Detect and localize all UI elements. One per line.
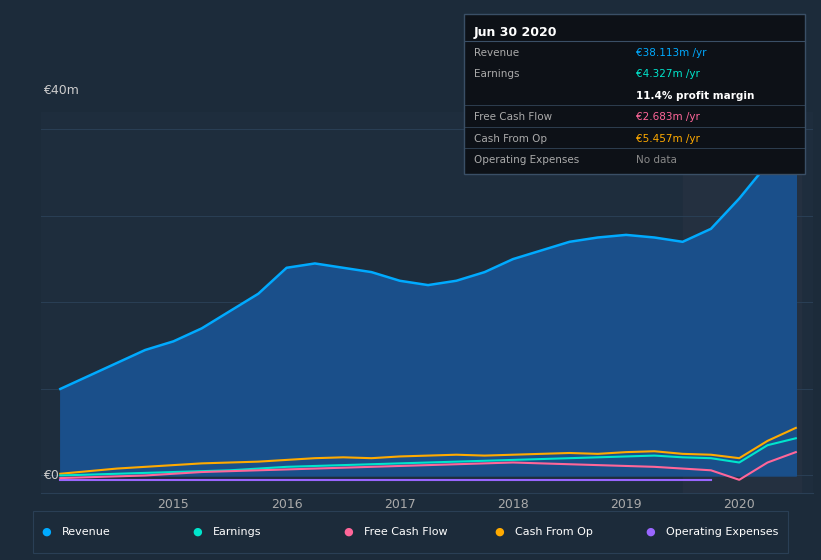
Text: Revenue: Revenue xyxy=(62,527,110,537)
Text: Operating Expenses: Operating Expenses xyxy=(666,527,778,537)
Text: €5.457m /yr: €5.457m /yr xyxy=(636,133,700,143)
Text: Earnings: Earnings xyxy=(213,527,261,537)
Text: Cash From Op: Cash From Op xyxy=(474,133,547,143)
Text: €38.113m /yr: €38.113m /yr xyxy=(636,48,707,58)
Text: Jun 30 2020: Jun 30 2020 xyxy=(474,26,557,39)
Text: ●: ● xyxy=(41,527,51,537)
Text: Earnings: Earnings xyxy=(474,69,519,79)
Text: ●: ● xyxy=(343,527,353,537)
Text: Free Cash Flow: Free Cash Flow xyxy=(364,527,447,537)
Text: Operating Expenses: Operating Expenses xyxy=(474,155,579,165)
Text: No data: No data xyxy=(636,155,677,165)
Text: ●: ● xyxy=(494,527,504,537)
Text: 11.4% profit margin: 11.4% profit margin xyxy=(636,91,754,101)
Text: €0: €0 xyxy=(44,469,59,482)
Bar xyxy=(682,112,801,493)
Text: Revenue: Revenue xyxy=(474,48,519,58)
Text: €40m: €40m xyxy=(44,84,80,97)
Text: Cash From Op: Cash From Op xyxy=(515,527,593,537)
Text: Free Cash Flow: Free Cash Flow xyxy=(474,112,552,122)
Text: ●: ● xyxy=(645,527,655,537)
Text: €2.683m /yr: €2.683m /yr xyxy=(636,112,700,122)
Text: ●: ● xyxy=(192,527,202,537)
Text: €4.327m /yr: €4.327m /yr xyxy=(636,69,700,79)
